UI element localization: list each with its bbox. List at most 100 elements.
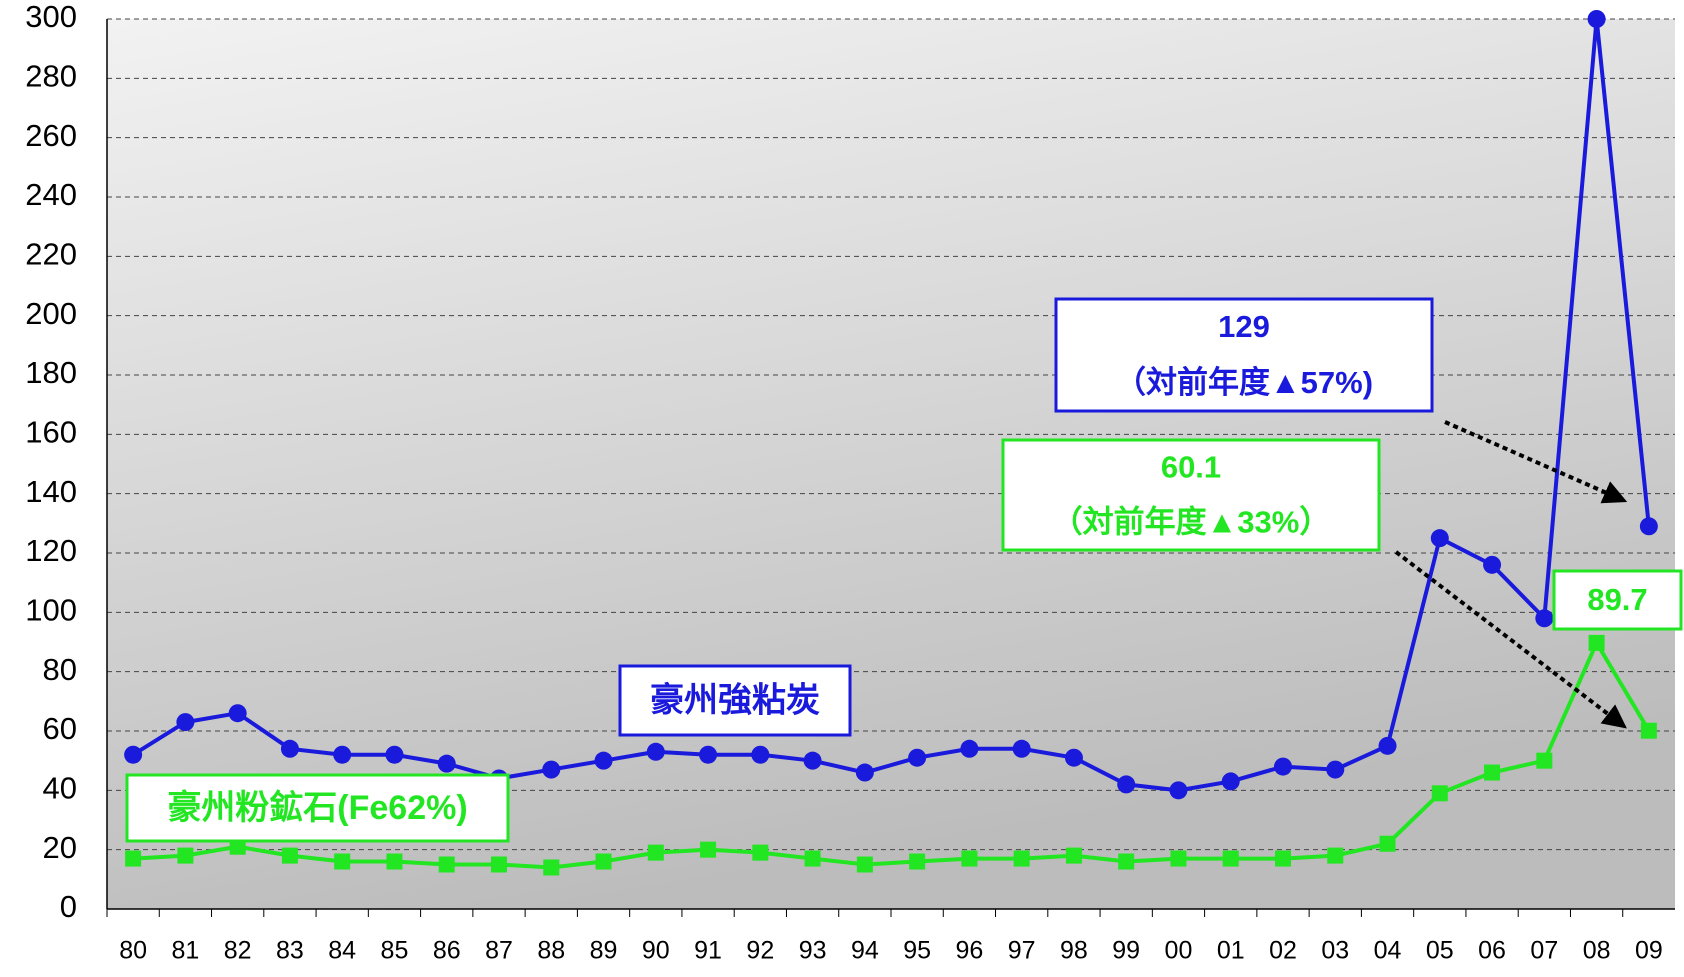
point <box>595 853 612 870</box>
annotation-text: （対前年度▲57%) <box>1115 365 1373 400</box>
annotation-box <box>1054 297 1434 413</box>
x-tick-label: 03 <box>1321 937 1349 965</box>
y-tick-label: 200 <box>25 296 77 331</box>
series-label-box <box>618 664 852 737</box>
x-tick-label: 84 <box>328 937 356 965</box>
x-tick-label: 05 <box>1426 937 1454 965</box>
point <box>1274 757 1292 776</box>
y-tick-label: 80 <box>43 652 77 687</box>
x-tick-label: 09 <box>1635 937 1663 965</box>
annotation-text: 60.1 <box>1161 450 1221 485</box>
point <box>1065 847 1082 864</box>
x-tick-label: 95 <box>903 937 931 965</box>
point <box>491 856 507 873</box>
point <box>125 850 142 867</box>
x-tick-label: 92 <box>746 937 774 965</box>
point <box>700 841 717 858</box>
x-tick-label: 02 <box>1269 937 1297 965</box>
x-tick-label: 82 <box>224 937 252 965</box>
y-tick-label: 0 <box>60 889 77 924</box>
point <box>856 856 873 873</box>
point <box>961 850 978 867</box>
series-label: 豪州強粘炭 <box>650 680 820 719</box>
point <box>960 739 979 758</box>
y-tick-label: 140 <box>25 474 77 509</box>
annotation-box <box>1001 438 1381 552</box>
point <box>1535 609 1554 628</box>
x-tick-label: 97 <box>1008 937 1036 965</box>
point <box>1326 760 1345 779</box>
x-tick-label: 81 <box>171 937 199 965</box>
y-tick-label: 240 <box>25 177 77 212</box>
point <box>909 853 926 870</box>
point <box>281 847 298 864</box>
point <box>646 742 665 761</box>
y-tick-label: 260 <box>25 118 77 153</box>
x-tick-label: 01 <box>1217 937 1245 965</box>
point <box>543 859 560 876</box>
series-label-box <box>125 773 510 843</box>
x-tick-label: 90 <box>642 937 670 965</box>
y-tick-label: 280 <box>25 59 77 94</box>
y-tick-label: 100 <box>25 593 77 628</box>
point <box>438 856 455 873</box>
point <box>1012 739 1031 758</box>
y-tick-label: 40 <box>43 771 77 806</box>
point <box>1275 850 1291 867</box>
point <box>228 704 247 723</box>
point <box>752 844 769 861</box>
x-tick-label: 87 <box>485 937 513 965</box>
series-label: 豪州粉鉱石(Fe62%) <box>167 788 467 827</box>
annotation-text: 89.7 <box>1587 582 1647 617</box>
x-tick-label: 91 <box>694 937 722 965</box>
point <box>1379 835 1396 852</box>
x-tick-label: 98 <box>1060 937 1088 965</box>
plot-area <box>107 19 1675 909</box>
point <box>1118 853 1135 870</box>
x-tick-label: 80 <box>119 937 147 965</box>
point <box>124 745 143 764</box>
point <box>280 739 299 758</box>
x-tick-label: 96 <box>955 937 983 965</box>
point <box>1170 850 1187 867</box>
x-tick-label: 07 <box>1530 937 1558 965</box>
point <box>1378 736 1397 755</box>
point <box>1064 748 1083 767</box>
x-tick-label: 85 <box>381 937 409 965</box>
x-tick-label: 06 <box>1478 937 1506 965</box>
annotation-text: 129 <box>1218 309 1270 344</box>
point <box>176 713 195 732</box>
point <box>386 853 403 870</box>
y-tick-label: 300 <box>25 0 77 34</box>
point <box>647 844 664 861</box>
point <box>1483 555 1502 574</box>
arrow <box>1394 550 1627 729</box>
point <box>334 853 351 870</box>
point <box>908 748 927 767</box>
point <box>1536 752 1553 769</box>
y-tick-label: 20 <box>43 830 77 865</box>
point <box>1327 847 1344 864</box>
y-tick-label: 160 <box>25 415 77 450</box>
point <box>229 838 246 855</box>
x-tick-label: 86 <box>433 937 461 965</box>
point <box>1169 781 1188 800</box>
point <box>594 751 613 770</box>
y-tick-label: 180 <box>25 355 77 390</box>
point <box>542 760 561 779</box>
point <box>385 745 404 764</box>
annotation-text: （対前年度▲33%） <box>1052 505 1331 540</box>
x-tick-label: 88 <box>537 937 565 965</box>
point <box>699 745 718 764</box>
point <box>1222 850 1239 867</box>
y-tick-label: 60 <box>43 711 77 746</box>
point <box>1013 850 1030 867</box>
x-tick-label: 83 <box>276 937 304 965</box>
x-tick-label: 89 <box>590 937 618 965</box>
point <box>855 763 874 782</box>
point <box>803 751 822 770</box>
point <box>1117 775 1136 794</box>
point <box>1484 764 1501 781</box>
x-tick-label: 00 <box>1165 937 1193 965</box>
